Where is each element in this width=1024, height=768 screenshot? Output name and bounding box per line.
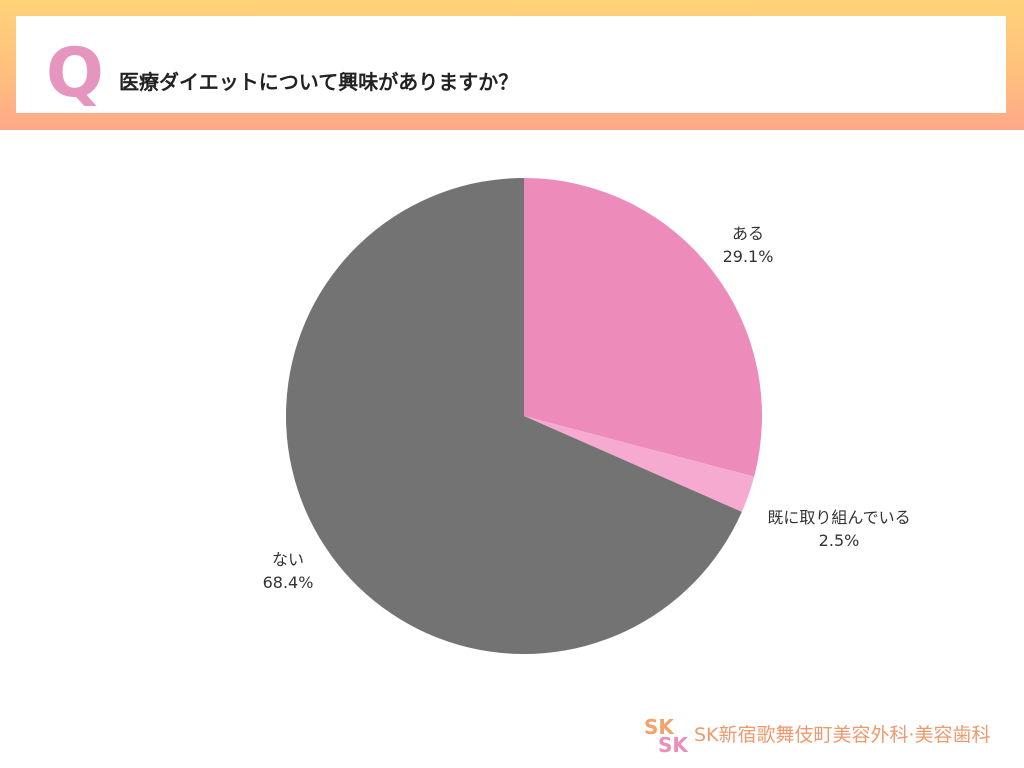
question-banner: Q 医療ダイエットについて興味がありますか？	[0, 0, 1024, 130]
slice-label-nai-value: 68.4%	[262, 573, 314, 592]
question-text: 医療ダイエットについて興味がありますか？	[119, 70, 519, 94]
slice-label-aru: ある 29.1%	[708, 222, 788, 268]
slice-label-nai-name: ない	[271, 550, 304, 569]
slice-label-already: 既に取り組んでいる 2.5%	[746, 506, 932, 552]
pie-slice-already	[524, 416, 755, 512]
slice-label-aru-name: ある	[731, 224, 764, 243]
brand-footer: SK SK SK新宿歌舞伎町美容外科·美容歯科	[642, 712, 1014, 756]
pie-chart: ある 29.1% 既に取り組んでいる 2.5% ない 68.4%	[0, 130, 1024, 710]
sk-logo-icon: SK SK	[644, 715, 689, 756]
pie-chart-svg	[286, 178, 762, 654]
pie-slice-nai	[286, 178, 742, 654]
pie-slice-aru	[524, 178, 762, 477]
slice-label-already-value: 2.5%	[818, 531, 860, 550]
slice-label-already-name: 既に取り組んでいる	[767, 508, 911, 527]
question-mark: Q	[46, 34, 104, 113]
slice-label-nai: ない 68.4%	[248, 548, 328, 594]
svg-text:SK: SK	[658, 733, 689, 756]
svg-text:SK: SK	[644, 715, 675, 739]
question-box: Q 医療ダイエットについて興味がありますか？	[16, 16, 1006, 113]
slice-label-aru-value: 29.1%	[722, 247, 774, 266]
brand-name: SK新宿歌舞伎町美容外科·美容歯科	[694, 724, 991, 746]
